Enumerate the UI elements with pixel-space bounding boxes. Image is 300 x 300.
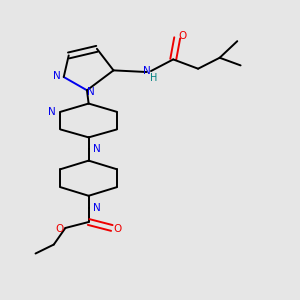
Text: H: H [150, 73, 158, 83]
Text: O: O [55, 224, 64, 234]
Text: O: O [114, 224, 122, 234]
Text: N: N [87, 87, 95, 97]
Text: N: N [143, 66, 151, 76]
Text: N: N [93, 203, 101, 213]
Text: N: N [52, 71, 60, 81]
Text: O: O [178, 31, 187, 41]
Text: N: N [48, 107, 56, 117]
Text: N: N [93, 144, 101, 154]
